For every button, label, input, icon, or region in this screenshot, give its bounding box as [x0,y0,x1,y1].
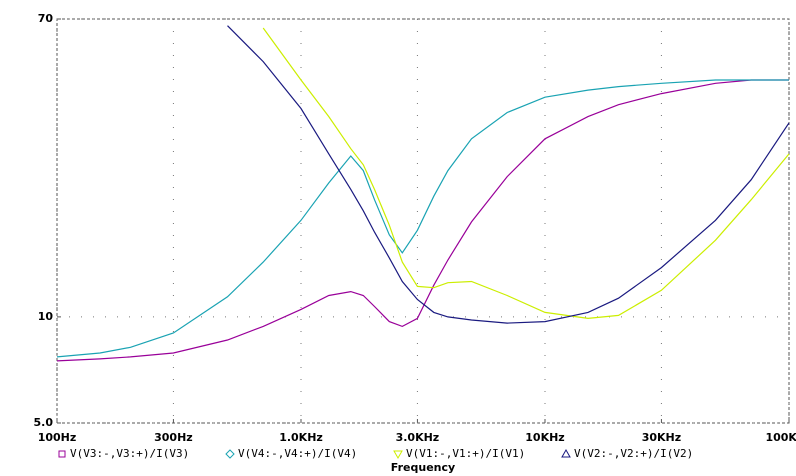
series-line [262,27,790,320]
y-tick-label: 70 [38,12,54,25]
legend-label: V(V4:-,V4:+)/I(V4) [238,447,357,460]
plot-frame [56,18,790,424]
x-axis-label: Frequency [391,461,455,474]
x-tick-label: 100KHz [765,431,796,444]
x-tick-label: 10KHz [525,431,564,444]
legend-marker [393,450,403,460]
legend-marker [58,450,66,458]
series-line [56,79,789,358]
legend-marker [561,448,571,458]
x-tick-label: 100Hz [38,431,77,444]
series-line [227,25,790,324]
legend-label: V(V3:-,V3:+)/I(V3) [70,447,189,460]
legend-label: V(V1:-,V1:+)/I(V1) [406,447,525,460]
x-tick-label: 3.0KHz [396,431,440,444]
legend-marker [225,449,235,459]
legend-label: V(V2:-,V2:+)/I(V2) [574,447,693,460]
y-tick-label: 5.0 [34,416,54,429]
x-tick-label: 300Hz [154,431,193,444]
series-line [56,79,789,362]
y-tick-label: 10 [38,310,54,323]
x-tick-label: 30KHz [642,431,681,444]
x-tick-label: 1.0KHz [279,431,323,444]
